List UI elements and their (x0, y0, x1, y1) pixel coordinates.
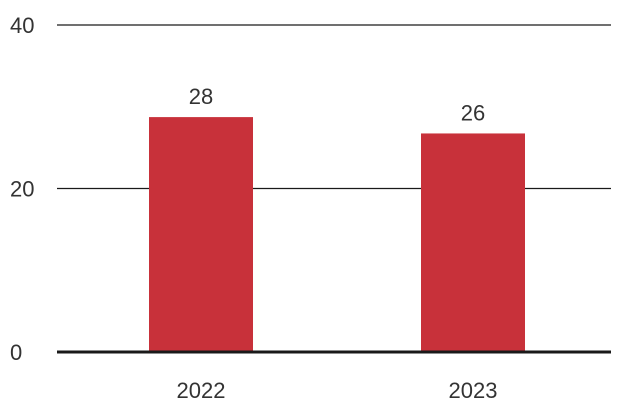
gridlines (57, 24, 611, 190)
y-tick-label: 20 (10, 177, 34, 202)
labels: 0 20 40 28 2022 26 2023 (10, 13, 611, 403)
y-tick-label: 40 (10, 13, 34, 38)
y-tick-label: 0 (10, 340, 22, 365)
data-label: 26 (461, 100, 485, 125)
bar-2022 (149, 117, 253, 352)
bars (149, 117, 525, 352)
bar-2023 (421, 133, 525, 352)
x-category-label: 2022 (177, 378, 226, 403)
data-label: 28 (189, 84, 213, 109)
x-category-label: 2023 (449, 378, 498, 403)
